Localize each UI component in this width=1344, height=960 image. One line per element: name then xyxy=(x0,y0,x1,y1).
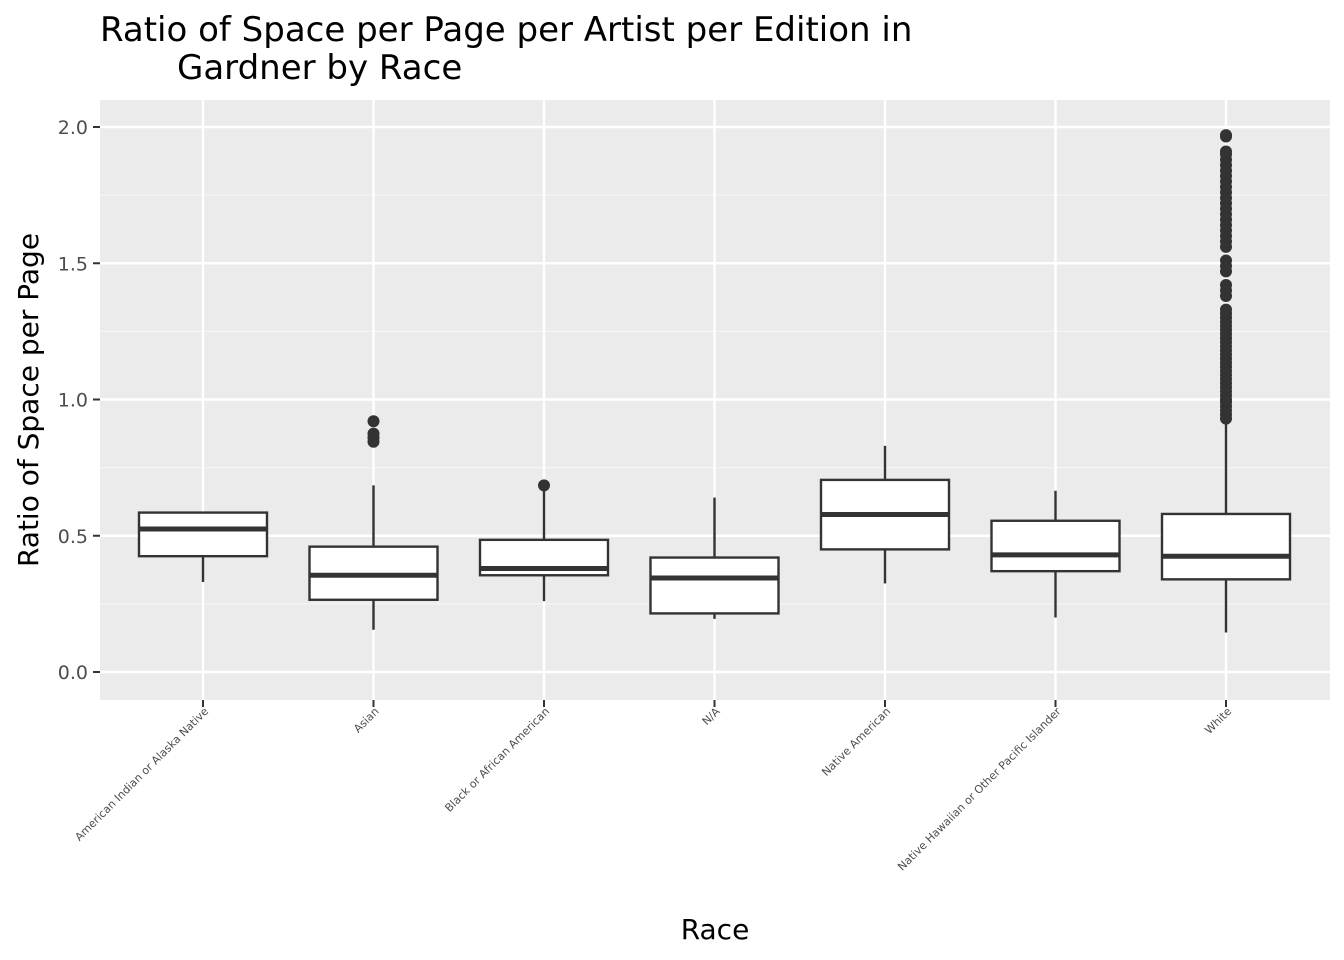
box-iqr xyxy=(1160,512,1292,581)
box-iqr xyxy=(990,519,1121,573)
y-tick-label: 0.0 xyxy=(58,662,88,684)
outlier-point xyxy=(538,479,550,492)
y-axis-label: Ratio of Space per Page xyxy=(12,233,45,567)
box-4 xyxy=(649,497,780,619)
outlier-point xyxy=(1220,129,1232,142)
boxes xyxy=(137,129,1292,633)
box-2 xyxy=(308,415,439,630)
outlier-point xyxy=(367,415,380,428)
y-tick-label: 1.5 xyxy=(58,253,88,275)
chart-title-line-2: Gardner by Race xyxy=(177,48,462,88)
box-iqr xyxy=(649,556,780,615)
box-3 xyxy=(478,479,610,602)
y-tick-label: 0.5 xyxy=(58,526,88,548)
box-1 xyxy=(137,511,269,583)
outlier-point xyxy=(1220,303,1232,316)
y-tick-label: 1.0 xyxy=(58,390,88,412)
outlier-point xyxy=(1220,254,1232,267)
x-tick-label: Black or African American xyxy=(442,705,552,815)
outlier-point xyxy=(1220,145,1232,158)
x-axis-ticks: American Indian or Alaska Native Asian Bla… xyxy=(72,700,1234,873)
x-tick-label: Asian xyxy=(351,705,381,735)
y-axis-ticks: 0.0 0.5 1.0 1.5 2.0 xyxy=(58,117,100,684)
outlier-point xyxy=(367,427,380,440)
box-6 xyxy=(990,490,1121,618)
box-5 xyxy=(819,445,951,584)
x-axis-label: Race xyxy=(681,913,750,946)
chart-title-line-1: Ratio of Space per Page per Artist per E… xyxy=(100,10,912,50)
x-tick-label: Native Hawaiian or Other Pacific Islande… xyxy=(895,705,1064,874)
x-tick-label: American Indian or Alaska Native xyxy=(72,705,211,844)
x-tick-label: White xyxy=(1202,705,1234,737)
outlier-point xyxy=(1220,279,1232,292)
y-tick-label: 2.0 xyxy=(58,117,88,139)
x-tick-label: Native American xyxy=(819,705,893,779)
x-tick-label: N/A xyxy=(700,705,723,728)
box-iqr xyxy=(137,511,269,558)
box-7 xyxy=(1160,129,1292,633)
